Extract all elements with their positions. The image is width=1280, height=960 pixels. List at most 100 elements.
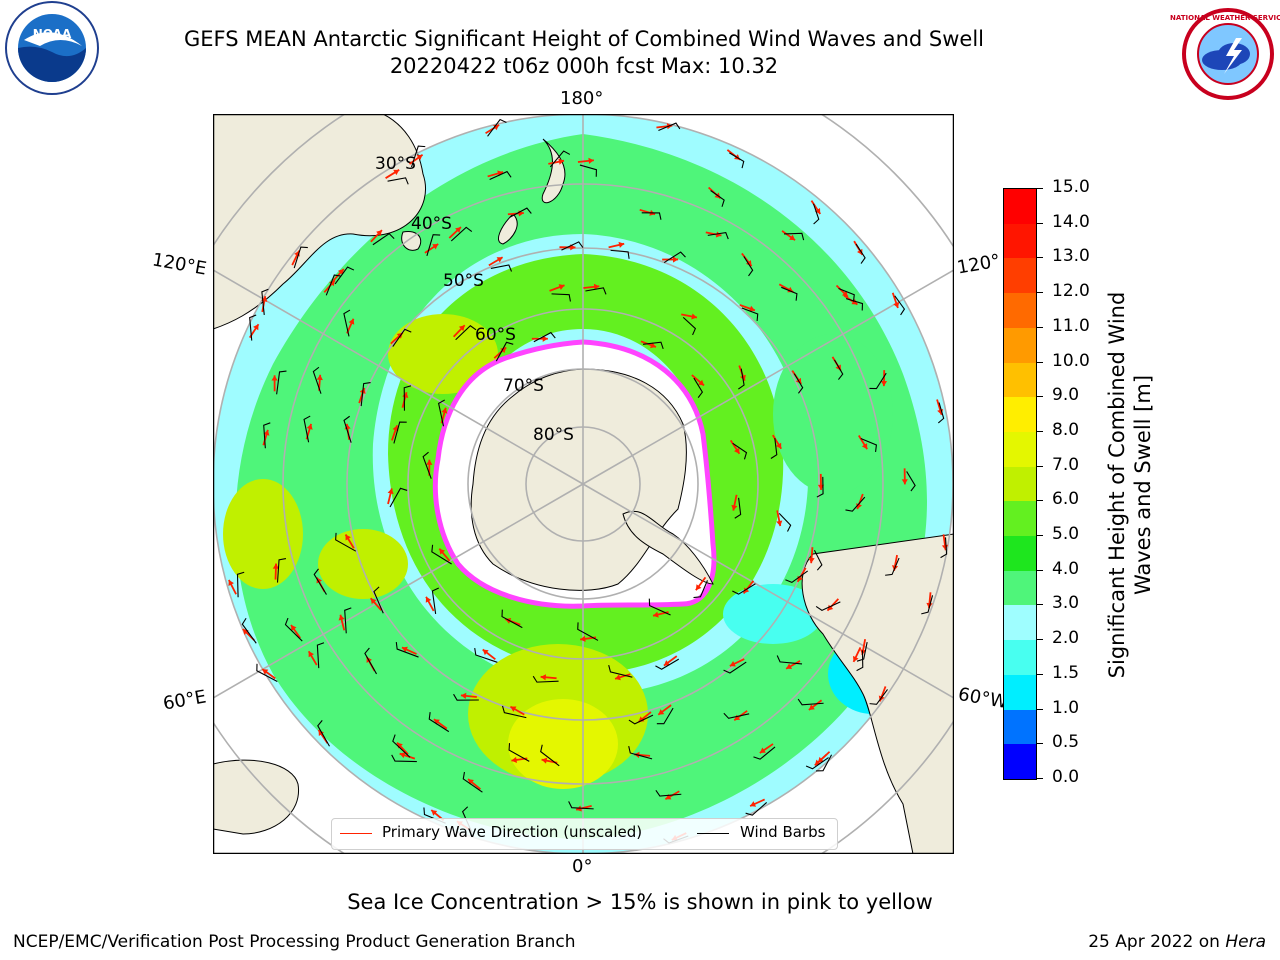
primary-wave-legend-line [340,833,372,834]
wind-barbs-legend-line [697,833,729,834]
wind-barb [501,705,527,719]
colorbar-tick [1037,257,1043,259]
wind-barb [455,325,477,341]
lat-label-60s: 60°S [475,325,516,345]
wave-arrow-head [542,335,548,342]
wave-arrow-head [880,380,888,387]
wind-barb [241,617,257,644]
colorbar-tick-label: 1.0 [1052,697,1080,718]
wind-barb [579,164,597,177]
colorbar-tick-label: 6.0 [1052,489,1080,510]
wave-arrow-head [376,230,382,237]
sea-ice-note: Sea Ice Concentration > 15% is shown in … [347,890,933,914]
wind-barb [422,451,432,479]
wind-barb [906,471,916,492]
wave-arrow-head [496,257,503,263]
wave-arrow-head [308,651,314,658]
wave-max-core [508,699,618,789]
colorbar-segment [1004,362,1036,398]
wave-arrow-head [399,752,406,759]
colorbar-tick [1037,604,1043,606]
wind-barb [845,496,866,512]
wave-arrow-head [271,375,278,381]
wind-barb [325,274,342,296]
colorbar-tick-label: 10.0 [1052,350,1090,371]
wind-barb [641,212,662,220]
wave-arrow-head [416,154,423,161]
lon-label-120w: 120° [955,250,1002,279]
colorbar-tick [1037,673,1043,675]
wave-arrow-head [893,302,900,308]
colorbar-tick-label: 12.0 [1052,281,1090,302]
wind-barb [392,328,412,347]
wind-barb [805,757,829,770]
wave-arrow-head [691,313,697,320]
antarctica-land [470,368,687,591]
wave-arrow-head [593,283,600,290]
nws-logo: NATIONAL WEATHER SERVICE [1170,0,1280,110]
wind-barb [568,801,594,810]
wind-barb [693,377,704,398]
wind-barb [834,359,844,380]
wind-barb [785,570,809,584]
wind-barb [474,648,498,663]
tasmania-land [401,230,422,251]
wave-arrow-head [540,674,547,681]
wind-barb [610,249,630,259]
latitude-labels: 30°S 40°S 50°S 60°S 70°S 80°S [375,154,574,445]
wave-arrow-head [759,747,766,754]
wind-barb [845,298,864,311]
wave-arrow-head [786,663,793,669]
wave-arrow-head [750,801,757,807]
wave-arrow-head [272,563,279,569]
wind-barb [869,372,887,390]
footer-branch: NCEP/EMC/Verification Post Processing Pr… [13,932,576,952]
wind-barb [334,266,355,285]
colorbar-tick [1037,639,1043,641]
wind-barb [551,293,571,302]
wave-arrow-head [558,284,565,290]
wave-arrow-head [432,244,439,250]
wind-barb [781,286,798,301]
colorbar-segment [1004,431,1036,467]
wind-barb [741,307,759,321]
colorbar-segment [1004,327,1036,363]
wave-arrow-head [291,625,297,632]
colorbar [1003,188,1037,780]
wind-barb [360,382,371,407]
wind-barb [437,399,445,427]
map-panel: 30°S 40°S 50°S 60°S 70°S 80°S [213,114,954,854]
wave-arrow-head [743,587,750,594]
wind-barb [648,598,671,616]
wave-arrow-head [262,669,269,675]
lat-label-50s: 50°S [443,271,484,291]
wind-barb [343,309,351,337]
wind-barb [372,232,395,246]
wave-arrow-head [441,407,448,414]
noaa-wordmark: NOAA [33,27,72,41]
primary-wave-legend-label: Primary Wave Direction (unscaled) [382,823,643,841]
wave-arrow-head [431,810,438,816]
colorbar-tick-label: 0.0 [1052,767,1080,787]
wind-barb [815,601,841,611]
colorbar-tick [1037,361,1043,363]
wind-barb [532,675,559,683]
colorbar-segment [1004,188,1036,224]
wind-barb [656,707,674,725]
wave-arrow-head [253,324,259,331]
wave-arrow-head [510,706,517,712]
wind-barb [428,712,450,733]
wind-barb [577,622,599,641]
wind-barb [249,314,257,341]
wave-arrow-head [425,596,432,603]
wind-barb [293,246,308,269]
colorbar-tick [1037,708,1043,710]
wind-barb [663,251,686,264]
wind-barb [778,513,792,532]
wind-barb [391,754,417,763]
footer-date-text: 25 Apr 2022 on [1088,932,1226,952]
wind-barb [734,497,742,519]
wave-arrow-head [306,423,313,430]
wind-barb [284,617,303,642]
wind-barb [343,415,352,443]
